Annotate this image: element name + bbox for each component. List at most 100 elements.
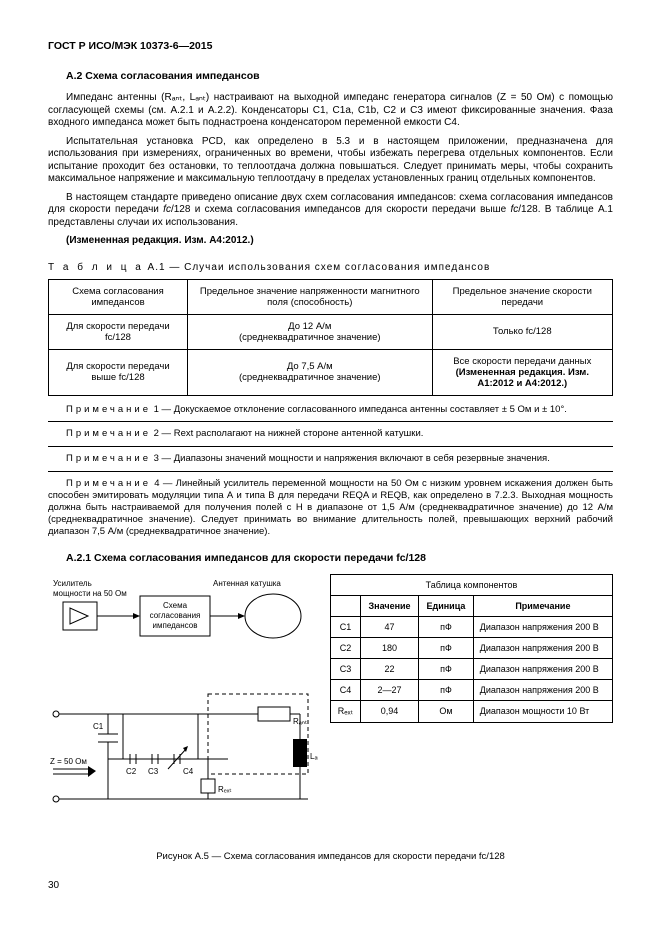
th — [331, 595, 361, 616]
note-4: Примечание 4 — Линейный усилитель переме… — [48, 478, 613, 537]
cell: Диапазон мощности 10 Вт — [473, 700, 612, 722]
cell: Только fc/128 — [432, 314, 612, 349]
circuit-diagram: Усилитель мощности на 50 Ом Схема соглас… — [48, 574, 318, 837]
label-rext: Rₑₓₜ — [218, 785, 232, 794]
table-row: Таблица компонентов — [331, 574, 613, 595]
table-a1-caption: Т а б л и ц а А.1 — Случаи использования… — [48, 262, 613, 273]
th-2: Предельное значение напряженности магнит… — [188, 279, 433, 314]
section-a2-title: А.2 Схема согласования импедансов — [66, 70, 613, 82]
cell: 180 — [361, 637, 419, 658]
terminal-icon — [53, 796, 59, 802]
arrow-icon — [133, 613, 140, 619]
cell: Диапазон напряжения 200 В — [473, 637, 612, 658]
table-row: C4 2—27 пФ Диапазон напряжения 200 В — [331, 679, 613, 700]
cell: Rₑₓₜ — [331, 700, 361, 722]
comp-title: Таблица компонентов — [331, 574, 613, 595]
cell-b: (среднеквадратичное значение) — [239, 332, 381, 343]
label-z: Z = 50 Ом — [50, 757, 87, 766]
note-text: Диапазоны значений мощности и напряжения… — [174, 453, 550, 464]
separator — [48, 421, 613, 422]
page: ГОСТ Р ИСО/МЭК 10373-6—2015 А.2 Схема со… — [0, 0, 661, 921]
cell: пФ — [419, 637, 474, 658]
separator — [48, 471, 613, 472]
figure-caption: Рисунок А.5 — Схема согласования импедан… — [48, 851, 613, 862]
th-3: Предельное значение скорости передачи — [432, 279, 612, 314]
note-text: Докускаемое отклонение согласованного им… — [174, 404, 567, 415]
components-table: Таблица компонентов Значение Единица При… — [330, 574, 613, 723]
cell: 22 — [361, 658, 419, 679]
separator — [48, 446, 613, 447]
table-row: Для скорости передачи fc/128 До 12 А/м (… — [49, 314, 613, 349]
para-2: Испытательная установка PCD, как определ… — [48, 136, 613, 186]
label-amp2: мощности на 50 Ом — [53, 589, 127, 598]
note-text: Rext располагают на нижней стороне антен… — [174, 428, 424, 439]
table-a1: Схема согласования импедансов Предельное… — [48, 279, 613, 396]
cell-b: (среднеквадратичное значение) — [239, 372, 381, 383]
components-table-wrap: Таблица компонентов Значение Единица При… — [330, 574, 613, 837]
th: Значение — [361, 595, 419, 616]
cell: 0,94 — [361, 700, 419, 722]
cell: Для скорости передачи fc/128 — [49, 314, 188, 349]
label-c1: C1 — [93, 722, 104, 731]
label-lant: Lₐₙₜ — [310, 752, 318, 761]
amp-box — [63, 602, 97, 630]
label-match3: импедансов — [153, 621, 198, 630]
caption-rest: А.1 — Случаи использования схем согласов… — [144, 262, 490, 273]
page-number: 30 — [48, 880, 613, 891]
cell: C1 — [331, 616, 361, 637]
cell: Диапазон напряжения 200 В — [473, 616, 612, 637]
note-2: Примечание 2 — Rext располагают на нижне… — [48, 428, 613, 440]
th: Единица — [419, 595, 474, 616]
cell: пФ — [419, 616, 474, 637]
coil-ellipse — [245, 594, 301, 638]
table-row: Rₑₓₜ 0,94 Ом Диапазон мощности 10 Вт — [331, 700, 613, 722]
figure-row: Усилитель мощности на 50 Ом Схема соглас… — [48, 574, 613, 837]
table-row: C3 22 пФ Диапазон напряжения 200 В — [331, 658, 613, 679]
terminal-icon — [53, 711, 59, 717]
inductor-icon — [293, 739, 307, 767]
cell-a: До 12 А/м — [288, 321, 331, 332]
cell: пФ — [419, 679, 474, 700]
label-c3: C3 — [148, 767, 159, 776]
cell: C3 — [331, 658, 361, 679]
circuit-svg: Усилитель мощности на 50 Ом Схема соглас… — [48, 574, 318, 834]
section-a21-title: А.2.1 Схема согласования импедансов для … — [66, 552, 613, 564]
arrow-icon — [238, 613, 245, 619]
doc-header: ГОСТ Р ИСО/МЭК 10373-6—2015 — [48, 40, 613, 52]
cell-b: (Измененная редакция. Изм. А1:2012 и А4:… — [456, 367, 589, 389]
arrow-icon — [88, 766, 96, 777]
cell: Для скорости передачи выше fc/128 — [49, 349, 188, 395]
cell: C2 — [331, 637, 361, 658]
cell: 2—27 — [361, 679, 419, 700]
cell: Диапазон напряжения 200 В — [473, 658, 612, 679]
table-row: Схема согласования импедансов Предельное… — [49, 279, 613, 314]
cell: До 12 А/м (среднеквадратичное значение) — [188, 314, 433, 349]
amp-triangle-icon — [70, 608, 88, 624]
label-c4: C4 — [183, 767, 194, 776]
para-3: В настоящем стандарте приведено описание… — [48, 192, 613, 230]
table-row: C2 180 пФ Диапазон напряжения 200 В — [331, 637, 613, 658]
para-4: (Измененная редакция. Изм. А4:2012.) — [48, 235, 613, 248]
label-amp: Усилитель — [53, 579, 92, 588]
caption-label: Т а б л и ц а — [48, 262, 144, 273]
para-1: Импеданс антенны (Rₐₙₜ, Lₐₙₜ) настраиваю… — [48, 92, 613, 130]
cell: пФ — [419, 658, 474, 679]
label-match1: Схема — [163, 601, 188, 610]
cell: Диапазон напряжения 200 В — [473, 679, 612, 700]
cell: Все скорости передачи данных (Измененная… — [432, 349, 612, 395]
cell: До 7,5 А/м (среднеквадратичное значение) — [188, 349, 433, 395]
note-3: Примечание 3 — Диапазоны значений мощнос… — [48, 453, 613, 465]
label-c2: C2 — [126, 767, 137, 776]
cell: 47 — [361, 616, 419, 637]
p3-b: fc — [163, 204, 171, 215]
table-row: C1 47 пФ Диапазон напряжения 200 В — [331, 616, 613, 637]
table-row: Значение Единица Примечание — [331, 595, 613, 616]
cell: Ом — [419, 700, 474, 722]
cell-a: До 7,5 А/м — [287, 361, 333, 372]
table-row: Для скорости передачи выше fc/128 До 7,5… — [49, 349, 613, 395]
cell: C4 — [331, 679, 361, 700]
label-match2: согласования — [150, 611, 201, 620]
th: Примечание — [473, 595, 612, 616]
label-coil: Антенная катушка — [213, 579, 281, 588]
resistor-icon — [258, 707, 290, 721]
